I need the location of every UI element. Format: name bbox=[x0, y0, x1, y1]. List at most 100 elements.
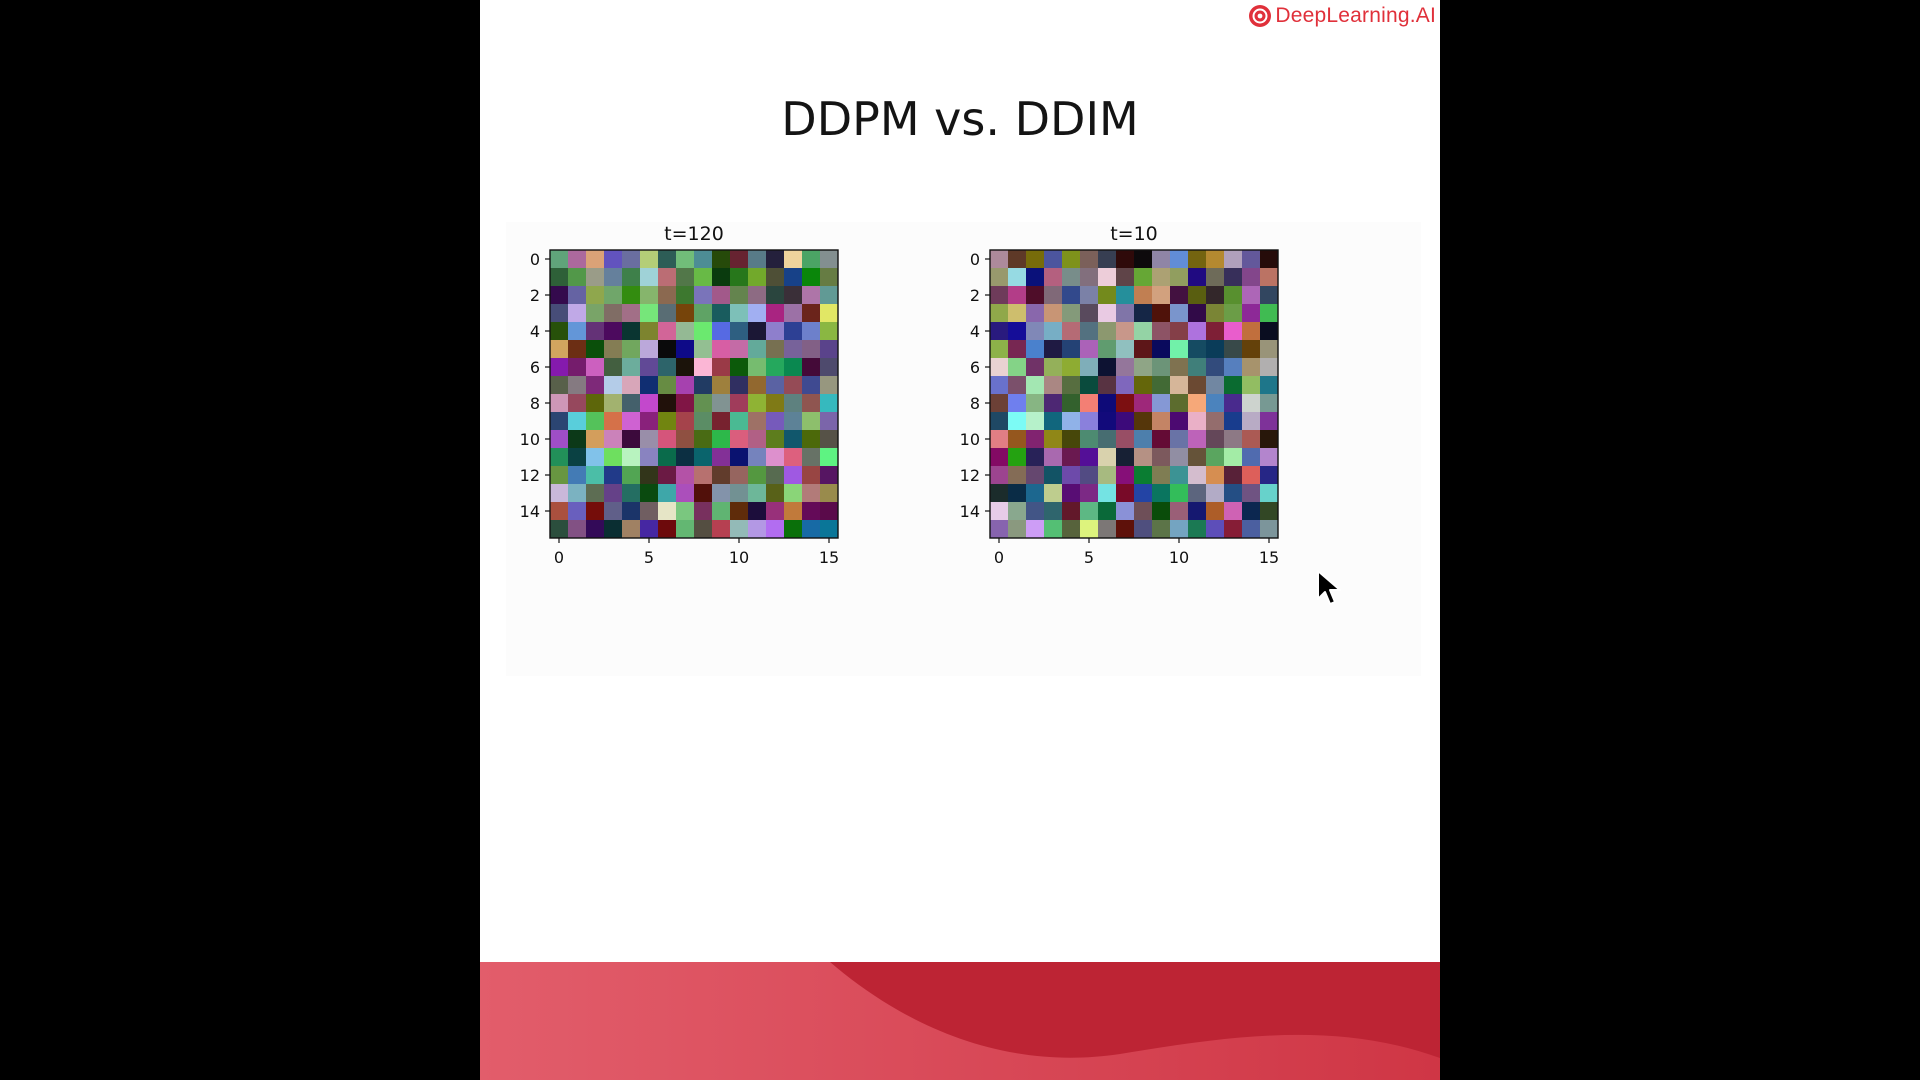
heatmap-cell bbox=[568, 286, 587, 305]
heatmap-cell bbox=[748, 484, 767, 503]
heatmap-cell bbox=[586, 358, 605, 377]
heatmap-cell bbox=[730, 484, 749, 503]
heatmap-cell bbox=[820, 502, 839, 521]
heatmap-cell bbox=[1098, 358, 1117, 377]
heatmap-cell bbox=[820, 250, 839, 269]
heatmap-cell bbox=[604, 340, 623, 359]
heatmap-cell bbox=[802, 322, 821, 341]
heatmap-cell bbox=[694, 304, 713, 323]
heatmap-cell bbox=[1062, 466, 1081, 485]
heatmap-cell bbox=[640, 358, 659, 377]
heatmap-cell bbox=[1188, 358, 1207, 377]
heatmap-cell bbox=[568, 250, 587, 269]
heatmap-cell bbox=[1188, 286, 1207, 305]
heatmap-cell bbox=[1170, 376, 1189, 395]
heatmap-cell bbox=[676, 268, 695, 287]
heatmap-cell bbox=[1170, 322, 1189, 341]
heatmap-cell bbox=[1116, 484, 1135, 503]
heatmap-cell bbox=[1224, 448, 1243, 467]
slide: DeepLearning.AI DDPM vs. DDIM t=120 0 2 4 6 8… bbox=[480, 0, 1440, 1080]
heatmap-cell bbox=[1206, 286, 1225, 305]
heatmap-cell bbox=[640, 520, 659, 539]
heatmap-cell bbox=[1116, 304, 1135, 323]
heatmap-cell bbox=[990, 412, 1009, 431]
heatmap-cell bbox=[748, 250, 767, 269]
heatmap-cell bbox=[604, 268, 623, 287]
heatmap-cell bbox=[586, 268, 605, 287]
heatmap-cell bbox=[766, 520, 785, 539]
heatmap-cell bbox=[622, 484, 641, 503]
heatmap-cell bbox=[1260, 412, 1279, 431]
heatmap-cell bbox=[1080, 268, 1099, 287]
heatmap-cell bbox=[990, 394, 1009, 413]
heatmap-cell bbox=[1242, 430, 1261, 449]
heatmap-cell bbox=[1260, 322, 1279, 341]
heatmap-cell bbox=[1080, 340, 1099, 359]
heatmap-cell bbox=[1026, 484, 1045, 503]
heatmap-cell bbox=[640, 286, 659, 305]
heatmap-cell bbox=[658, 322, 677, 341]
y-tick-label: 4 bbox=[530, 322, 540, 341]
heatmap-cell bbox=[1260, 484, 1279, 503]
heatmap-cell bbox=[1224, 286, 1243, 305]
heatmap-cell bbox=[1152, 502, 1171, 521]
heatmap-cell bbox=[1152, 250, 1171, 269]
heatmap-cell bbox=[1152, 430, 1171, 449]
heatmap-cell bbox=[1188, 304, 1207, 323]
heatmap-cell bbox=[1206, 412, 1225, 431]
heatmap-cell bbox=[658, 376, 677, 395]
heatmap-cell bbox=[1026, 376, 1045, 395]
heatmap-cell bbox=[622, 286, 641, 305]
heatmap-cell bbox=[694, 520, 713, 539]
heatmap-chart-t10: t=10 0 2 4 6 8 10 12 14 0 5 10 15 bbox=[960, 223, 1280, 567]
heatmap-cell bbox=[820, 304, 839, 323]
heatmap-cell bbox=[622, 322, 641, 341]
heatmap-cell bbox=[802, 448, 821, 467]
heatmap-cell bbox=[712, 430, 731, 449]
heatmap-cell bbox=[820, 376, 839, 395]
heatmap-cell bbox=[1080, 412, 1099, 431]
heatmap-cell bbox=[586, 322, 605, 341]
heatmap-cell bbox=[1080, 502, 1099, 521]
heatmap-cell bbox=[1026, 448, 1045, 467]
heatmap-cell bbox=[1098, 394, 1117, 413]
heatmap-cell bbox=[1188, 268, 1207, 287]
x-tick-label: 0 bbox=[994, 548, 1004, 567]
heatmap-cell bbox=[676, 250, 695, 269]
heatmap-cell bbox=[1116, 520, 1135, 539]
y-tick-label: 2 bbox=[970, 286, 980, 305]
heatmap-cell bbox=[784, 376, 803, 395]
heatmap-cell bbox=[1170, 520, 1189, 539]
heatmap-cell bbox=[658, 394, 677, 413]
heatmap-cell bbox=[820, 520, 839, 539]
heatmap-cell bbox=[1260, 520, 1279, 539]
heatmap-cell bbox=[568, 484, 587, 503]
x-tick-label: 5 bbox=[1084, 548, 1094, 567]
heatmap-cell bbox=[1224, 412, 1243, 431]
heatmap-cell bbox=[694, 358, 713, 377]
heatmap-cell bbox=[658, 520, 677, 539]
heatmap-cell bbox=[1008, 448, 1027, 467]
heatmap-cell bbox=[1008, 304, 1027, 323]
heatmap-cell bbox=[802, 466, 821, 485]
heatmap-cell bbox=[1080, 466, 1099, 485]
heatmap-cell bbox=[1170, 466, 1189, 485]
heatmap-cell bbox=[784, 466, 803, 485]
heatmap-cell bbox=[1206, 484, 1225, 503]
heatmap-cell bbox=[604, 376, 623, 395]
heatmap-cell bbox=[1242, 250, 1261, 269]
heatmap-cell bbox=[568, 502, 587, 521]
heatmap-cell bbox=[1134, 358, 1153, 377]
heatmap-cell bbox=[1260, 394, 1279, 413]
heatmap-cell bbox=[1098, 412, 1117, 431]
heatmap-cell bbox=[784, 430, 803, 449]
heatmap-cell bbox=[1134, 466, 1153, 485]
heatmap-cell bbox=[640, 484, 659, 503]
heatmap-cell bbox=[990, 376, 1009, 395]
heatmap-cell bbox=[766, 304, 785, 323]
heatmap-cell bbox=[784, 448, 803, 467]
heatmap-cell bbox=[640, 340, 659, 359]
heatmap-cell bbox=[990, 466, 1009, 485]
heatmap-cell bbox=[1224, 358, 1243, 377]
heatmap-cell bbox=[550, 322, 569, 341]
